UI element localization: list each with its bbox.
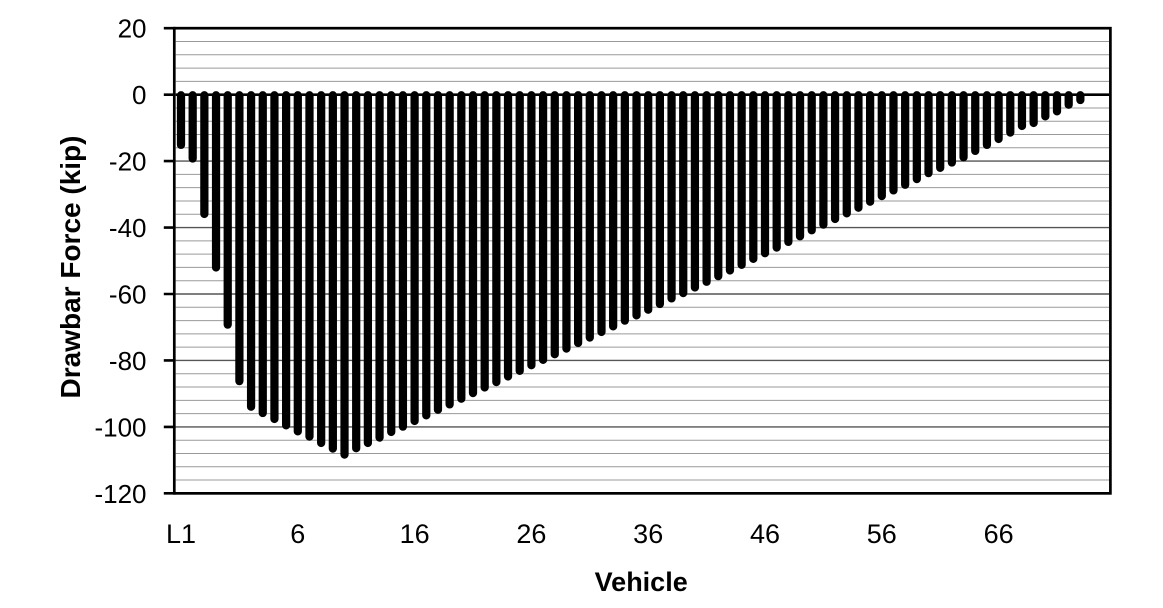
svg-text:36: 36 — [633, 519, 663, 549]
svg-text:-120: -120 — [94, 479, 146, 509]
svg-text:6: 6 — [290, 519, 305, 549]
svg-text:-40: -40 — [109, 213, 147, 243]
svg-text:16: 16 — [400, 519, 430, 549]
svg-text:-20: -20 — [109, 147, 147, 177]
svg-text:0: 0 — [132, 80, 146, 110]
svg-text:66: 66 — [984, 519, 1014, 549]
svg-text:-80: -80 — [109, 346, 147, 376]
svg-text:-60: -60 — [109, 280, 147, 310]
svg-text:-100: -100 — [94, 412, 146, 442]
svg-text:56: 56 — [867, 519, 897, 549]
svg-text:20: 20 — [118, 14, 147, 44]
svg-text:26: 26 — [516, 519, 546, 549]
svg-text:46: 46 — [750, 519, 780, 549]
svg-text:L1: L1 — [166, 519, 196, 549]
svg-text:Drawbar Force (kip): Drawbar Force (kip) — [55, 136, 86, 399]
svg-text:Vehicle: Vehicle — [595, 567, 688, 597]
